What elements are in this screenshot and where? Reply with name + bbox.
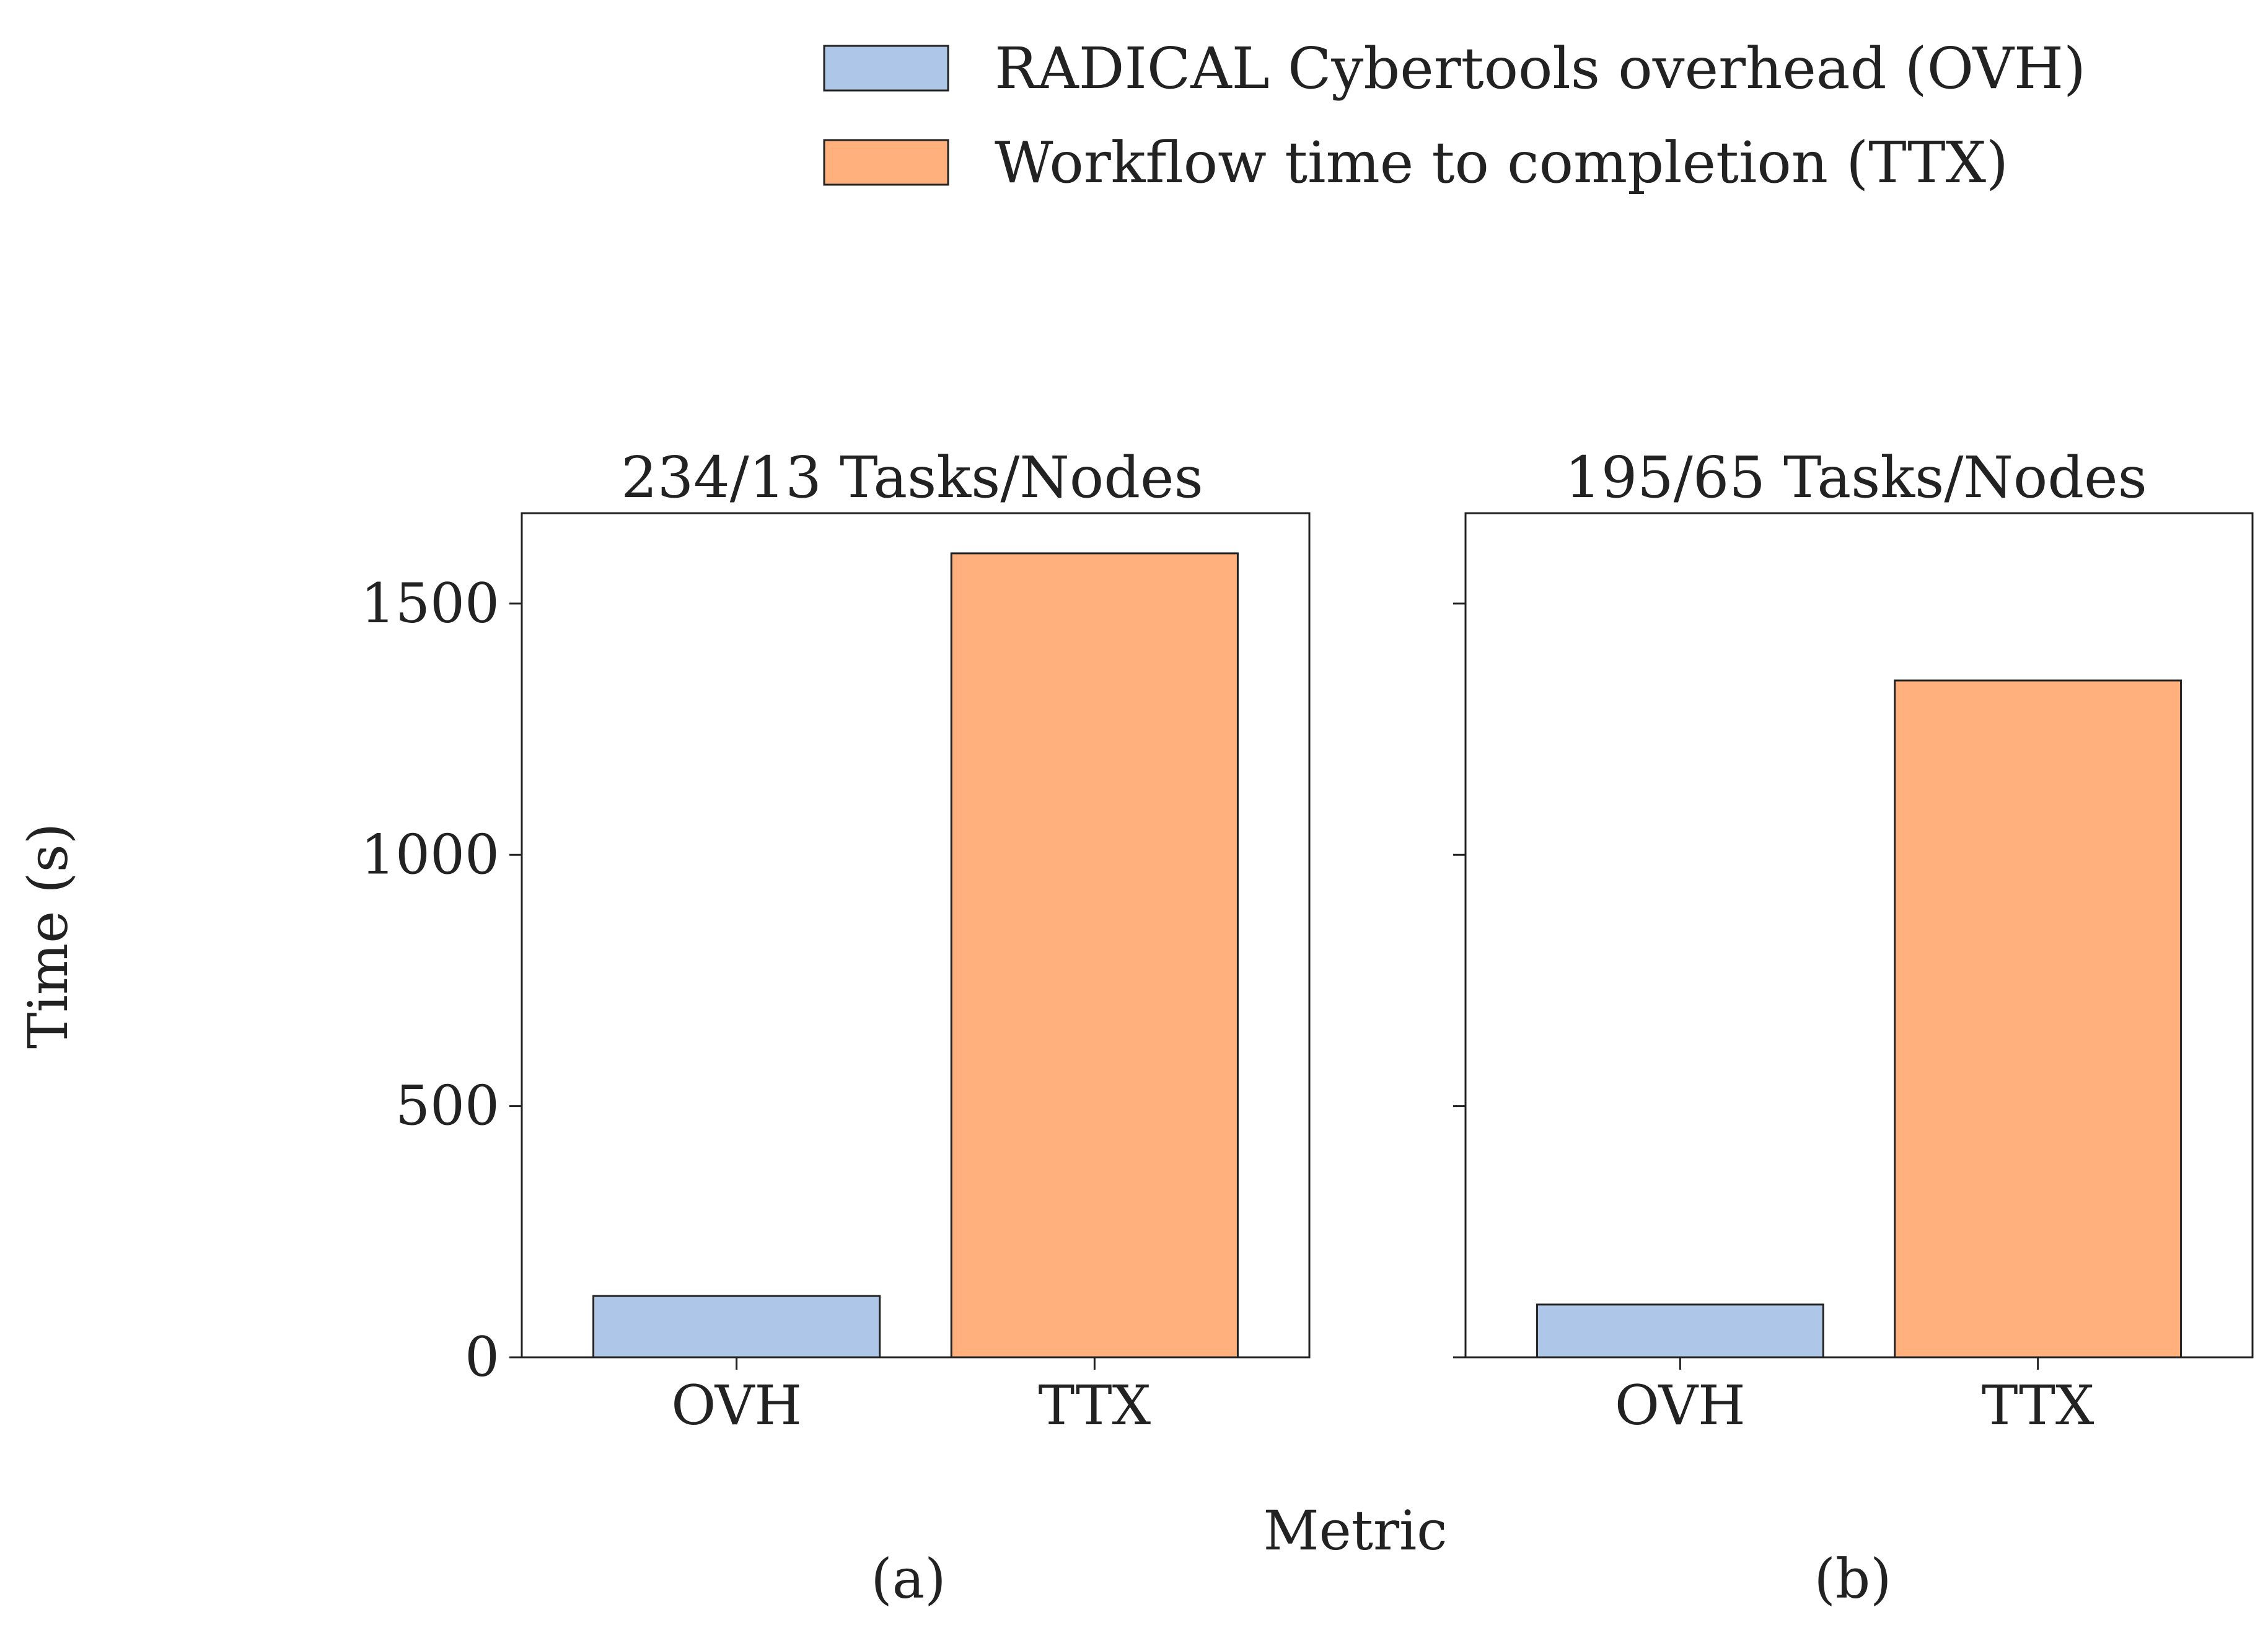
panel-b-x-tick-label-ttx: TTX [1982, 1373, 2094, 1437]
y-tick-label-0: 0 [465, 1325, 499, 1389]
panel-b-bar-ttx [1894, 679, 2182, 1359]
panel-a-bar-ttx [950, 552, 1239, 1359]
panel-b-title: 195/65 Tasks/Nodes [1565, 444, 2147, 511]
x-axis-ticks: OVH TTX OVH TTX [671, 1357, 2094, 1437]
panel-a-bar-ovh [592, 1295, 881, 1359]
y-axis-label: Time (s) [16, 823, 80, 1049]
y-axis-ticks: 0 500 1000 1500 [361, 571, 1466, 1389]
x-axis-label: Metric [1263, 1499, 1447, 1562]
legend-label-ttx: Workflow time to completion (TTX) [995, 130, 2008, 196]
y-tick-label-1000: 1000 [361, 822, 499, 886]
legend-label-ovh: RADICAL Cybertools overhead (OVH) [995, 35, 2086, 102]
panel-b-bar-ovh [1536, 1303, 1824, 1359]
panel-a-axes [521, 512, 1311, 1359]
panel-a-x-tick-label-ttx: TTX [1039, 1373, 1151, 1437]
panel-b-axes [1464, 512, 2254, 1359]
panel-b-caption: (b) [1814, 1547, 1892, 1611]
panel-a-bars [592, 552, 1239, 1359]
panel-b-bars [1536, 679, 2182, 1359]
legend: RADICAL Cybertools overhead (OVH) Workfl… [823, 35, 2086, 196]
y-tick-label-1500: 1500 [361, 571, 499, 635]
panel-a-title: 234/13 Tasks/Nodes [621, 444, 1203, 511]
legend-swatch-ovh [823, 45, 949, 92]
panel-b-x-tick-label-ovh: OVH [1615, 1373, 1746, 1437]
panel-a-caption: (a) [871, 1547, 946, 1611]
panel-a-x-tick-label-ovh: OVH [671, 1373, 802, 1437]
y-tick-label-500: 500 [395, 1074, 499, 1138]
legend-swatch-ttx [823, 139, 949, 186]
